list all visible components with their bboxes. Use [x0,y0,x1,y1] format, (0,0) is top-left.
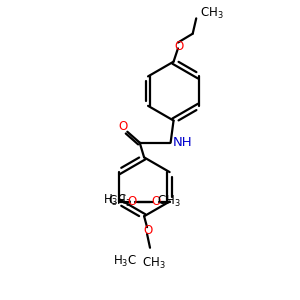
Text: H$_3$C: H$_3$C [112,254,137,269]
Text: CH$_3$: CH$_3$ [200,5,224,21]
Text: O: O [152,195,161,208]
Text: H$_3$C: H$_3$C [103,193,127,208]
Text: O: O [175,40,184,52]
Text: NH: NH [173,136,193,149]
Text: O: O [127,195,136,208]
Text: CH$_3$: CH$_3$ [108,194,131,209]
Text: O: O [118,120,127,133]
Text: O: O [143,224,152,237]
Text: CH$_3$: CH$_3$ [157,194,181,209]
Text: CH$_3$: CH$_3$ [142,255,165,271]
